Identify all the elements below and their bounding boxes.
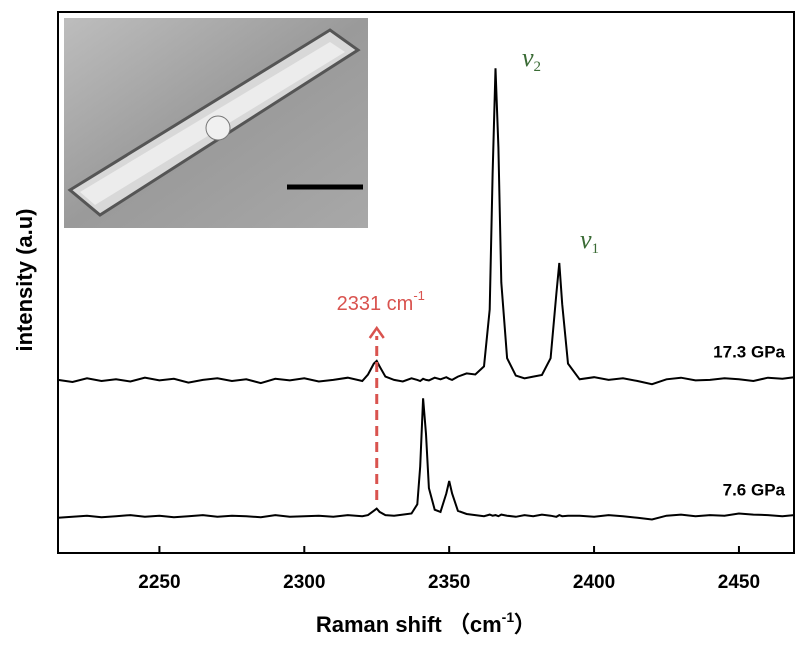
x-tick-label: 2300 <box>283 572 325 593</box>
x-tick-label: 2400 <box>573 572 615 593</box>
series-label: 7.6 GPa <box>723 481 786 500</box>
series-label: 17.3 GPa <box>713 343 785 362</box>
annotation-label: 2331 cm-1 <box>337 288 425 315</box>
peak-symbol: ν <box>580 225 592 254</box>
peak-sub: 1 <box>592 241 600 257</box>
annotation-text: 2331 cm <box>337 293 414 315</box>
x-tick-label: 2350 <box>428 572 470 593</box>
x-label-sup: -1 <box>502 609 515 625</box>
peak-label: ν1 <box>580 225 599 257</box>
spectrum-line <box>57 398 795 521</box>
arrow-head <box>368 325 385 339</box>
peak-symbol: ν <box>522 43 534 72</box>
inset-image <box>64 18 368 228</box>
x-tick-label: 2250 <box>138 572 180 593</box>
y-axis-label: intensity (a.u) <box>12 208 37 351</box>
x-label-end: ） <box>514 612 536 637</box>
peak-label: ν2 <box>522 43 541 75</box>
plot-frame <box>57 11 795 554</box>
annotation-sup: -1 <box>413 288 425 303</box>
x-tick-label: 2450 <box>718 572 760 593</box>
spectrum-line <box>57 68 795 386</box>
x-label-text: Raman shift （cm <box>316 612 502 637</box>
x-axis-label: Raman shift （cm-1） <box>316 609 536 637</box>
peak-sub: 2 <box>534 59 542 75</box>
